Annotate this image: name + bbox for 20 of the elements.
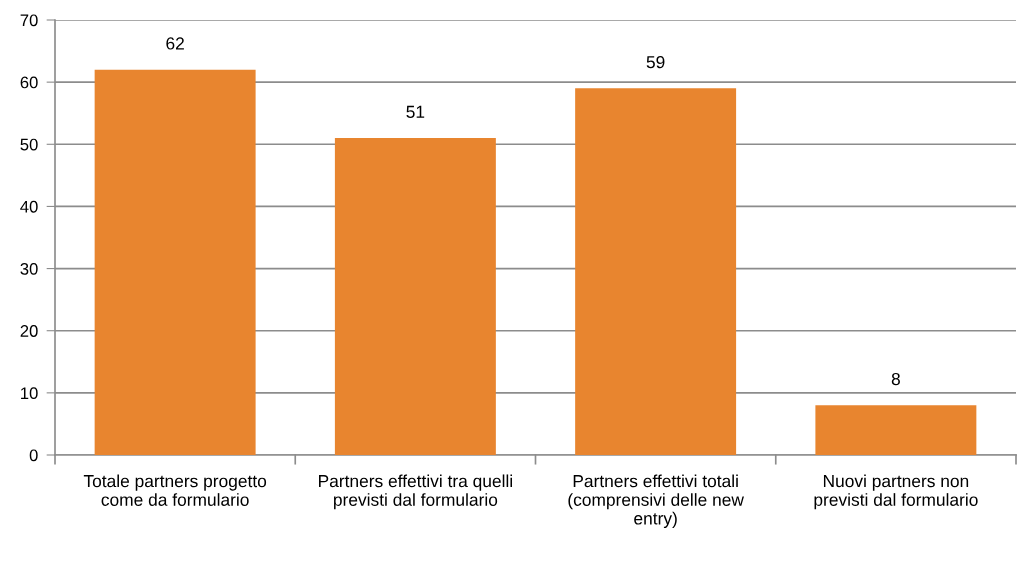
x-tick-label: Nuovi partners non previsti dal formulario <box>814 474 978 510</box>
data-label: 8 <box>891 372 900 386</box>
data-label: 59 <box>646 55 665 69</box>
y-tick-label: 70 <box>20 14 38 27</box>
bar <box>94 69 256 455</box>
bar <box>575 88 737 455</box>
x-tick-label: Totale partners progetto come da formulario <box>83 474 267 506</box>
x-tick-label: Partners effettivi tra quelli previsti dal formulario <box>319 474 512 510</box>
data-label: 51 <box>406 105 425 118</box>
data-label: 62 <box>166 37 184 50</box>
y-tick-label: 20 <box>20 325 38 337</box>
y-tick-label: 50 <box>20 138 38 151</box>
bar <box>815 405 977 455</box>
y-tick-label: 40 <box>20 200 38 213</box>
y-tick-label: 0 <box>29 449 38 462</box>
y-tick-label: 60 <box>20 76 38 89</box>
x-tick-label: Partners effettivi totali (comprensivi delle new entry) <box>568 474 744 529</box>
bar <box>334 138 496 455</box>
y-tick-label: 10 <box>21 387 38 400</box>
y-tick-label: 30 <box>20 262 38 275</box>
